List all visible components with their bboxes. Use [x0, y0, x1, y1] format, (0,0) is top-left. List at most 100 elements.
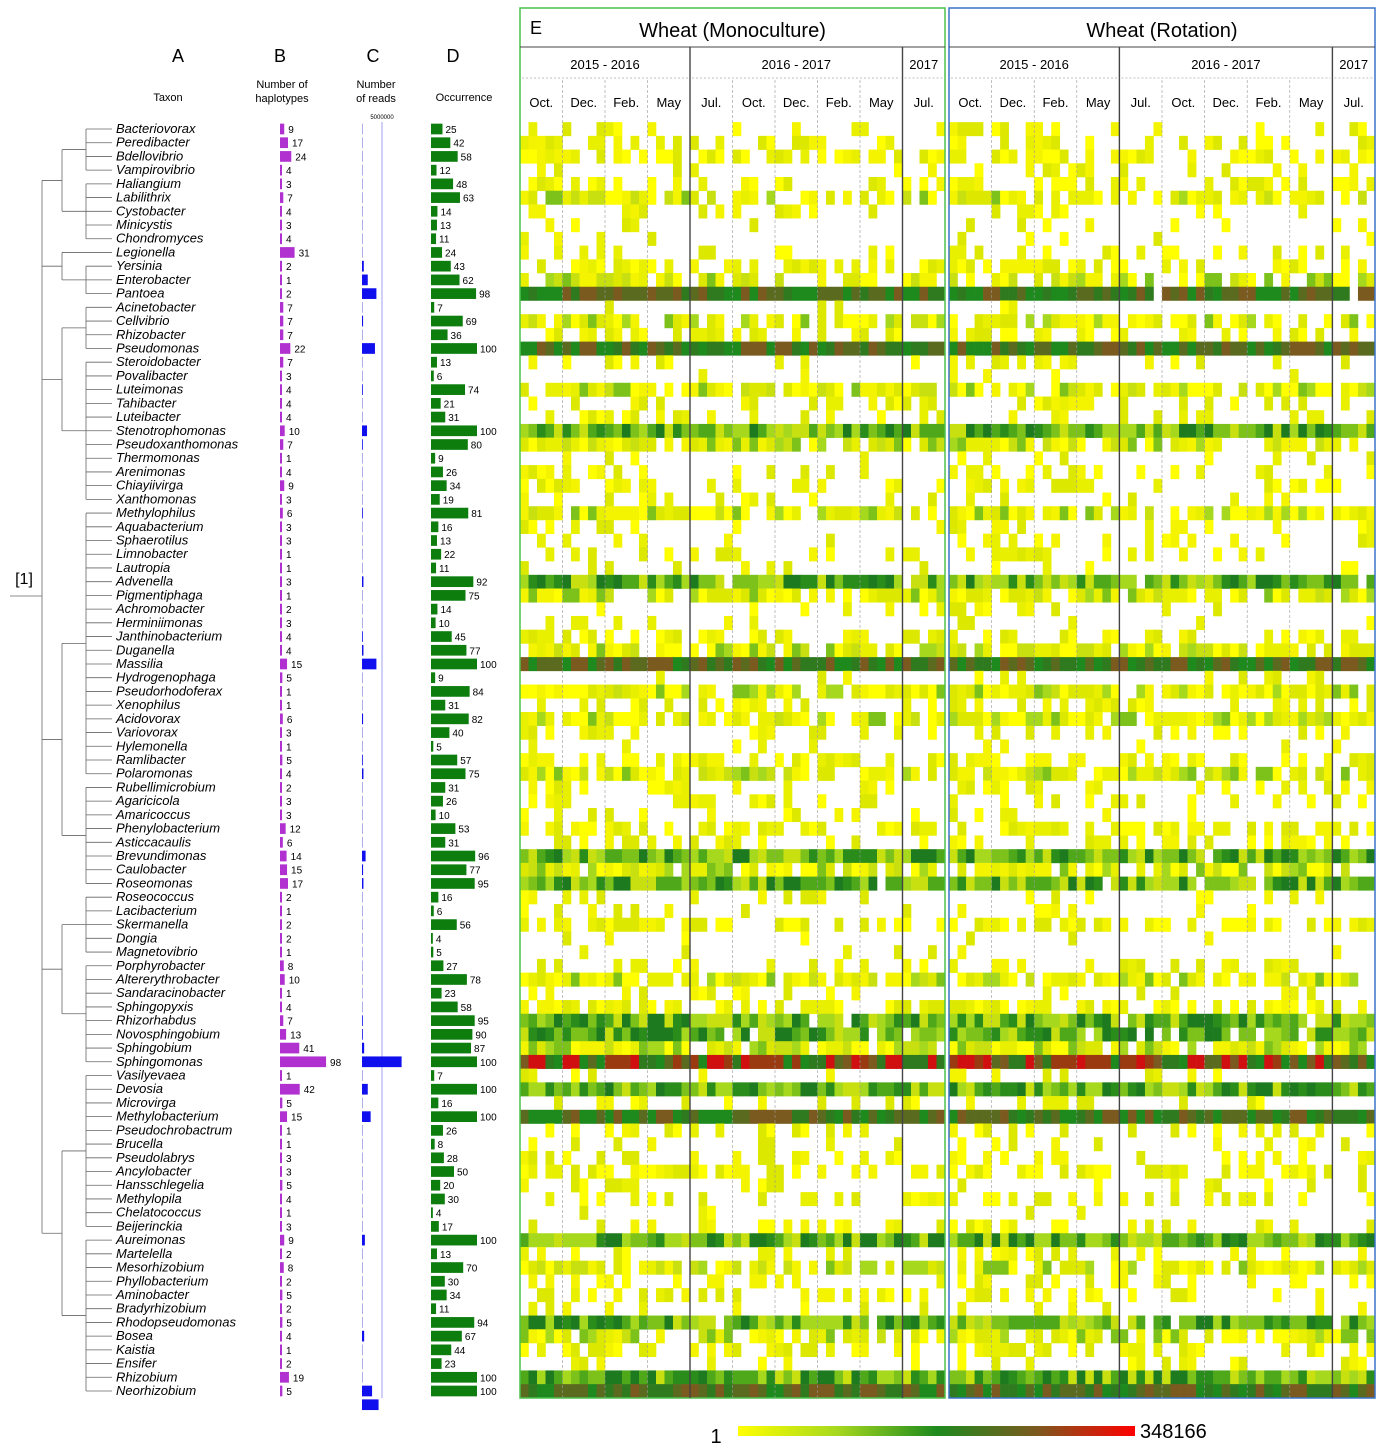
heatmap-cell [1196, 1082, 1205, 1097]
heatmap-cell [966, 657, 975, 672]
heatmap-cell [1110, 684, 1120, 699]
heatmap-cell [545, 794, 555, 809]
heatmap-cell [1000, 657, 1009, 672]
heatmap-cell [936, 1315, 946, 1330]
haplotype-value: 4 [286, 1003, 292, 1014]
heatmap-cell [1076, 972, 1086, 987]
heatmap-cell [664, 1041, 674, 1056]
heatmap-cell [1264, 286, 1274, 301]
heatmap-cell [639, 1260, 648, 1275]
heatmap-cell [1119, 794, 1129, 809]
heatmap-cell [936, 122, 946, 137]
haplotype-value: 7 [287, 441, 293, 452]
occurrence-bar [431, 562, 437, 574]
heatmap-cell [579, 1178, 589, 1193]
heatmap-cell [1008, 259, 1018, 274]
heatmap-cell [860, 643, 869, 658]
heatmap-cell [673, 190, 682, 205]
heatmap-cell [1340, 657, 1350, 672]
heatmap-cell [1110, 1246, 1120, 1261]
taxon-label: Thermomonas [116, 450, 200, 465]
heatmap-cell [520, 1233, 529, 1248]
heatmap-cell [707, 876, 716, 891]
heatmap-cell [1153, 917, 1163, 932]
heatmap-cell [1323, 657, 1333, 672]
heatmap-cell [1298, 753, 1308, 768]
heatmap-cell [656, 588, 665, 603]
heatmap-cell [1110, 286, 1120, 301]
heatmap-cell [554, 794, 563, 809]
heatmap-cell [885, 190, 895, 205]
heatmap-cell [1059, 177, 1069, 192]
heatmap-cell [983, 314, 992, 329]
heatmap-cell [1340, 190, 1350, 205]
heatmap-cell [630, 1150, 640, 1165]
heatmap-cell [868, 1164, 878, 1179]
heatmap-cell [1366, 519, 1376, 534]
heatmap-cell [664, 1192, 674, 1207]
heatmap-cell [554, 382, 563, 397]
occurrence-bar [431, 974, 467, 985]
heatmap-cell [834, 1192, 844, 1207]
heatmap-cell [885, 849, 895, 864]
heatmap-cell [792, 341, 801, 356]
heatmap-cell [1332, 1041, 1342, 1056]
occurrence-bar [431, 1385, 477, 1397]
heatmap-cell [639, 259, 648, 274]
heatmap-cell [911, 1342, 920, 1358]
heatmap-cell [766, 190, 776, 205]
occurrence-value: 100 [480, 1113, 497, 1124]
heatmap-cell [554, 1164, 563, 1179]
heatmap-cell [579, 972, 589, 987]
heatmap-cell [707, 410, 716, 425]
heatmap-cell [1247, 423, 1257, 438]
heatmap-cell [622, 1274, 631, 1289]
heatmap-cell [1068, 849, 1078, 864]
heatmap-cell [588, 314, 597, 329]
heatmap-cell [1323, 423, 1333, 438]
heatmap-cell [800, 1082, 810, 1097]
heatmap-cell [605, 1178, 614, 1193]
heatmap-cell [681, 506, 691, 521]
heatmap-cell [974, 423, 984, 438]
heatmap-cell [622, 643, 631, 658]
heatmap-cell [562, 684, 572, 699]
heatmap-cell [707, 657, 716, 672]
reads-bar [362, 576, 364, 588]
heatmap-cell [596, 1192, 606, 1207]
heatmap-cell [537, 1109, 546, 1124]
heatmap-cell [843, 423, 852, 438]
heatmap-cell [957, 451, 967, 466]
heatmap-cell [991, 190, 1001, 205]
haplotype-value: 5 [286, 756, 292, 767]
haplotypes-header-line2: haplotypes [255, 93, 309, 105]
occurrence-value: 74 [468, 386, 480, 397]
heatmap-cell [843, 286, 852, 301]
heatmap-cell [571, 1082, 580, 1097]
heatmap-cell [613, 190, 623, 205]
heatmap-cell [1204, 670, 1214, 685]
heatmap-cell [1017, 602, 1026, 617]
heatmap-cell [1034, 204, 1044, 219]
heatmap-cell [1187, 163, 1197, 178]
heatmap-cell [1017, 657, 1026, 672]
heatmap-cell [1068, 1082, 1078, 1097]
heatmap-cell [1034, 547, 1044, 562]
heatmap-cell [783, 684, 793, 699]
heatmap-cell [579, 766, 589, 781]
heatmap-cell [1102, 533, 1112, 548]
heatmap-cell [834, 1150, 844, 1165]
heatmap-cell [1051, 259, 1061, 274]
heatmap-cell [588, 135, 597, 150]
heatmap-cell [783, 574, 793, 589]
heatmap-cell [698, 1205, 708, 1220]
heatmap-cell [1196, 657, 1205, 672]
heatmap-cell [957, 1013, 967, 1028]
heatmap-cell [562, 1013, 572, 1028]
heatmap-cell [860, 1109, 869, 1124]
heatmap-cell [1264, 849, 1274, 864]
heatmap-cell [766, 711, 776, 727]
heatmap-cell [1315, 1260, 1325, 1275]
heatmap-cell [1289, 890, 1299, 905]
heatmap-cell [1076, 273, 1086, 288]
